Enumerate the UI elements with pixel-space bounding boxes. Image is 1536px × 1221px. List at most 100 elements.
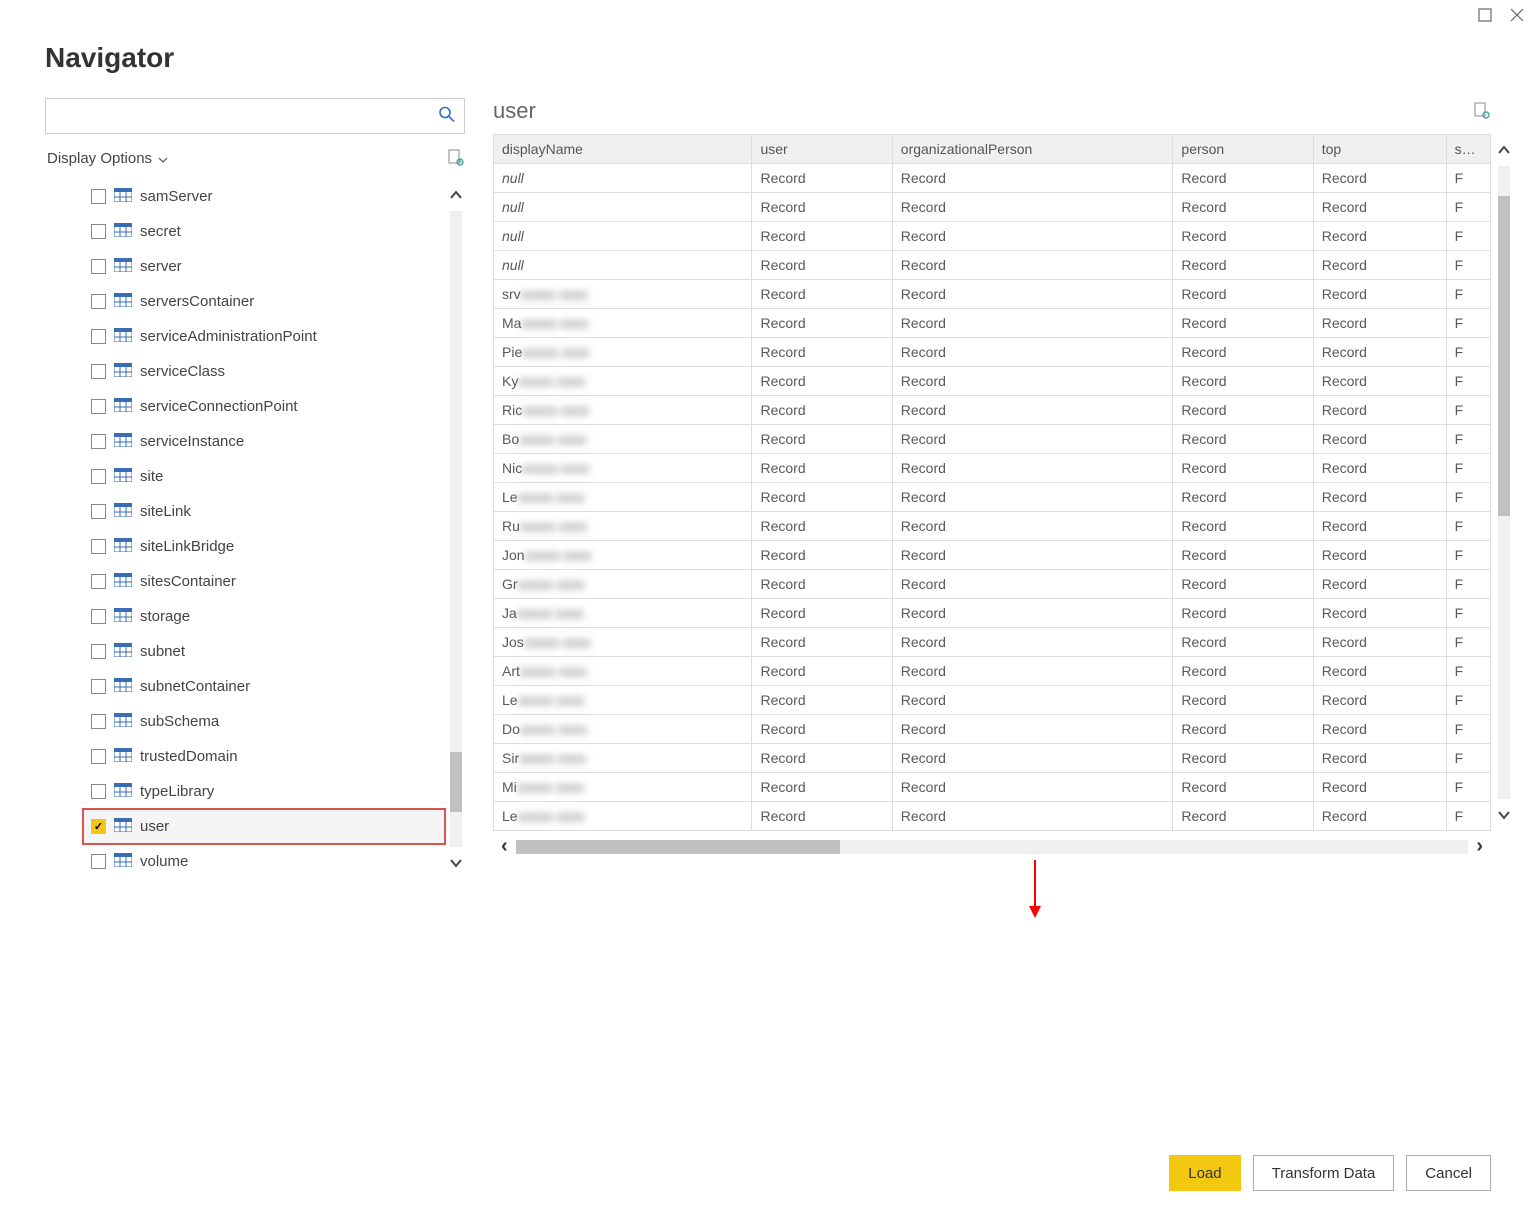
column-header[interactable]: user [752,135,892,164]
table-row[interactable]: Boxxxxx xxxxRecordRecordRecordRecordF [494,425,1491,454]
tree-item-typeLibrary[interactable]: typeLibrary [83,774,445,809]
transform-data-button[interactable]: Transform Data [1253,1155,1395,1191]
tree-item-trustedDomain[interactable]: trustedDomain [83,739,445,774]
scroll-thumb[interactable] [450,752,462,812]
h-scroll-right-icon[interactable]: › [1468,833,1491,860]
tree-item-serviceInstance[interactable]: serviceInstance [83,424,445,459]
tree-item-server[interactable]: server [83,249,445,284]
tree-item-checkbox[interactable] [91,644,106,659]
load-button[interactable]: Load [1169,1155,1240,1191]
table-row[interactable]: Sirxxxxx xxxxRecordRecordRecordRecordF [494,744,1491,773]
tree-item-secret[interactable]: secret [83,214,445,249]
tree-item-checkbox[interactable] [91,224,106,239]
refresh-icon[interactable] [447,148,465,169]
scroll-up-icon[interactable] [449,179,463,211]
table-row[interactable]: Lexxxxx xxxxRecordRecordRecordRecordF [494,802,1491,831]
search-icon[interactable] [438,106,456,127]
cell-record: Record [1173,512,1313,541]
tree-item-checkbox[interactable] [91,329,106,344]
tree-item-serviceAdministrationPoint[interactable]: serviceAdministrationPoint [83,319,445,354]
tree-item-volume[interactable]: volume [83,844,445,879]
tree-item-sitesContainer[interactable]: sitesContainer [83,564,445,599]
cell-record: Record [1313,773,1446,802]
cell-record: Record [1173,686,1313,715]
tree-item-subnetContainer[interactable]: subnetContainer [83,669,445,704]
tree-item-subnet[interactable]: subnet [83,634,445,669]
preview-horizontal-scrollbar[interactable]: ‹ › [493,833,1491,860]
cell-record: F [1446,309,1490,338]
column-header[interactable]: displayName [494,135,752,164]
tree-item-checkbox[interactable] [91,259,106,274]
tree-item-checkbox[interactable] [91,854,106,869]
display-options-dropdown[interactable]: Display Options [47,150,168,167]
table-row[interactable]: Ruxxxxx xxxxRecordRecordRecordRecordF [494,512,1491,541]
preview-scroll-up-icon[interactable] [1497,134,1511,166]
table-row[interactable]: nullRecordRecordRecordRecordF [494,222,1491,251]
table-row[interactable]: Jaxxxxx xxxxRecordRecordRecordRecordF [494,599,1491,628]
table-row[interactable]: Jonxxxxx xxxxRecordRecordRecordRecordF [494,541,1491,570]
tree-item-checkbox[interactable] [91,749,106,764]
column-header[interactable]: person [1173,135,1313,164]
tree-item-checkbox[interactable] [91,539,106,554]
h-scroll-thumb[interactable] [516,840,840,854]
table-row[interactable]: Lexxxxx xxxxRecordRecordRecordRecordF [494,483,1491,512]
tree-item-checkbox[interactable] [91,504,106,519]
table-row[interactable]: Ricxxxxx xxxxRecordRecordRecordRecordF [494,396,1491,425]
tree-item-checkbox[interactable] [91,294,106,309]
scroll-down-icon[interactable] [449,847,463,879]
column-header[interactable]: shad [1446,135,1490,164]
tree-item-checkbox[interactable] [91,574,106,589]
tree-item-serversContainer[interactable]: serversContainer [83,284,445,319]
table-row[interactable]: Piexxxxx xxxxRecordRecordRecordRecordF [494,338,1491,367]
column-header[interactable]: organizationalPerson [892,135,1173,164]
table-row[interactable]: Mixxxxx xxxxRecordRecordRecordRecordF [494,773,1491,802]
tree-item-siteLinkBridge[interactable]: siteLinkBridge [83,529,445,564]
maximize-icon[interactable] [1478,8,1492,22]
tree-item-label: samServer [140,188,213,205]
tree-item-checkbox[interactable] [91,189,106,204]
tree-scrollbar[interactable] [447,179,465,879]
tree-item-checkbox[interactable] [91,609,106,624]
preview-refresh-icon[interactable] [1473,101,1491,122]
tree-item-checkbox[interactable] [91,679,106,694]
table-row[interactable]: Josxxxxx xxxxRecordRecordRecordRecordF [494,628,1491,657]
tree-item-checkbox[interactable] [91,469,106,484]
table-row[interactable]: Kyxxxxx xxxxRecordRecordRecordRecordF [494,367,1491,396]
search-input[interactable] [46,99,464,133]
cancel-button[interactable]: Cancel [1406,1155,1491,1191]
table-row[interactable]: nullRecordRecordRecordRecordF [494,251,1491,280]
table-row[interactable]: nullRecordRecordRecordRecordF [494,193,1491,222]
tree-item-checkbox[interactable] [91,784,106,799]
tree-item-serviceClass[interactable]: serviceClass [83,354,445,389]
tree-item-storage[interactable]: storage [83,599,445,634]
close-icon[interactable] [1510,8,1524,22]
scroll-track[interactable] [450,211,462,847]
cell-record: Record [1173,251,1313,280]
table-row[interactable]: srvxxxxx xxxxRecordRecordRecordRecordF [494,280,1491,309]
tree-item-checkbox[interactable] [91,399,106,414]
tree-item-checkbox[interactable] [91,364,106,379]
tree-item-checkbox[interactable] [91,819,106,834]
table-row[interactable]: Nicxxxxx xxxxRecordRecordRecordRecordF [494,454,1491,483]
cell-record: Record [752,280,892,309]
tree-item-site[interactable]: site [83,459,445,494]
table-row[interactable]: Grxxxxx xxxxRecordRecordRecordRecordF [494,570,1491,599]
preview-vertical-scrollbar[interactable] [1495,134,1513,831]
table-row[interactable]: Doxxxxx xxxxRecordRecordRecordRecordF [494,715,1491,744]
table-row[interactable]: Lexxxxx xxxxRecordRecordRecordRecordF [494,686,1491,715]
table-row[interactable]: Maxxxxx xxxxRecordRecordRecordRecordF [494,309,1491,338]
tree-item-serviceConnectionPoint[interactable]: serviceConnectionPoint [83,389,445,424]
table-icon [114,643,132,660]
tree-item-user[interactable]: user [83,809,445,844]
h-scroll-left-icon[interactable]: ‹ [493,833,516,860]
tree-item-checkbox[interactable] [91,714,106,729]
tree-item-checkbox[interactable] [91,434,106,449]
tree-item-samServer[interactable]: samServer [83,179,445,214]
tree-item-subSchema[interactable]: subSchema [83,704,445,739]
column-header[interactable]: top [1313,135,1446,164]
preview-scroll-thumb[interactable] [1498,196,1510,516]
table-row[interactable]: nullRecordRecordRecordRecordF [494,164,1491,193]
tree-item-siteLink[interactable]: siteLink [83,494,445,529]
table-row[interactable]: Artxxxxx xxxxRecordRecordRecordRecordF [494,657,1491,686]
preview-scroll-down-icon[interactable] [1497,799,1511,831]
